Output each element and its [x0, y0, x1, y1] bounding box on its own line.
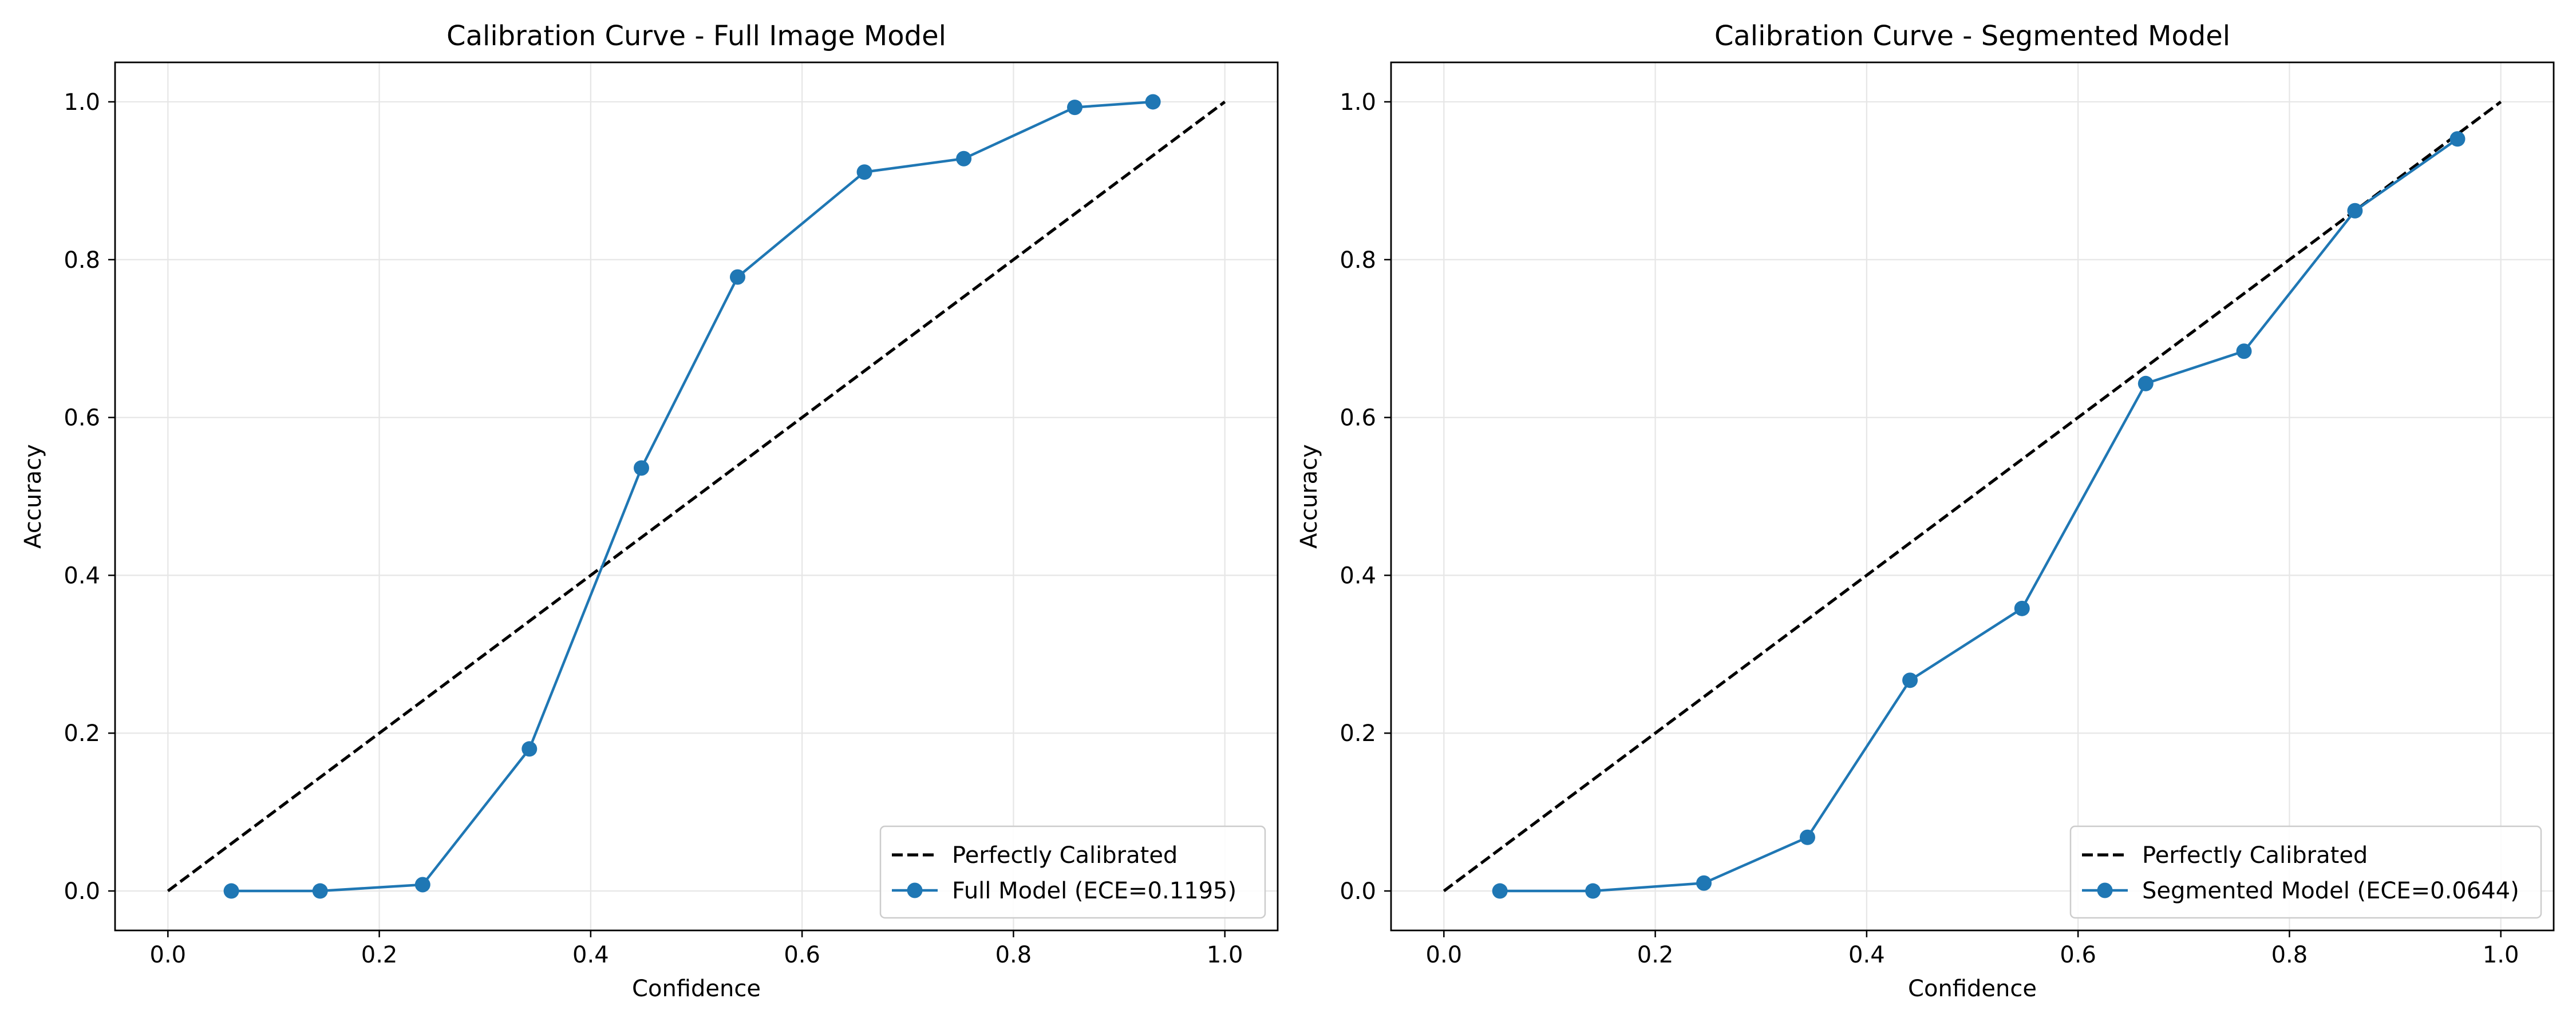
x-tick-label: 0.2 — [361, 942, 398, 968]
calibration-point — [2138, 375, 2154, 391]
legend-marker — [2097, 882, 2113, 898]
legend-marker — [907, 882, 923, 898]
y-tick-label: 0.0 — [1340, 878, 1376, 905]
x-tick-label: 1.0 — [2483, 942, 2519, 968]
calibration-point — [730, 269, 746, 285]
x-tick-label: 1.0 — [1207, 942, 1243, 968]
plot-frame — [114, 61, 1279, 932]
legend-label: Perfectly Calibrated — [952, 842, 1178, 869]
y-axis-label: Accuracy — [20, 444, 46, 549]
calibration-point — [856, 164, 872, 180]
x-tick-label: 0.6 — [2060, 942, 2096, 968]
x-tick-label: 0.8 — [2271, 942, 2308, 968]
calibration-point — [2449, 131, 2466, 147]
y-tick-label: 0.8 — [64, 247, 100, 274]
chart-title: Calibration Curve - Full Image Model — [447, 20, 946, 52]
perfect-calibration-line — [1443, 100, 2502, 893]
x-tick-label: 0.8 — [995, 942, 1032, 968]
calibration-point — [1902, 672, 1918, 688]
y-tick-label: 0.8 — [1340, 247, 1376, 274]
x-tick-label: 0.0 — [150, 942, 187, 968]
calibration-point — [956, 150, 972, 167]
legend-label: Full Model (ECE=0.1195) — [952, 878, 1236, 904]
legend-box — [879, 825, 1266, 919]
calibration-point — [1696, 875, 1712, 891]
calibration-point — [312, 883, 328, 899]
calibration-point — [521, 741, 538, 757]
chart-title: Calibration Curve - Segmented Model — [1714, 20, 2230, 52]
calibration-point — [633, 460, 649, 476]
y-tick-label: 0.4 — [1340, 562, 1376, 589]
chart-panel-2: 0.0 0.2 0.4 0.6 0.8 1.0 0.0 0.2 0.4 0.6 0.8 1.0 Cali… — [1296, 20, 2555, 1002]
x-axis-label: Confidence — [1908, 976, 2037, 1002]
y-axis-label: Accuracy — [1296, 444, 1322, 549]
perfect-calibration-line — [167, 100, 1226, 893]
legend-box — [2069, 825, 2542, 919]
calibration-point — [1145, 94, 1161, 110]
y-tick-label: 0.6 — [64, 405, 100, 431]
calibration-point — [2347, 203, 2363, 219]
calibration-point — [2014, 600, 2030, 616]
y-tick-label: 1.0 — [64, 89, 100, 116]
y-tick-label: 0.0 — [64, 878, 100, 905]
calibration-point — [2236, 343, 2252, 359]
legend: Perfectly Calibrated Segmented Model (ECE… — [2069, 825, 2542, 919]
calibration-point — [1066, 100, 1082, 116]
x-axis-label: Confidence — [632, 976, 761, 1002]
model-calibration-line — [1500, 137, 2459, 893]
calibration-point — [223, 883, 239, 899]
x-tick-label: 0.0 — [1426, 942, 1463, 968]
plot-frame — [1390, 61, 2555, 932]
calibration-point — [1585, 883, 1601, 899]
model-calibration-line — [231, 100, 1153, 893]
y-tick-label: 0.2 — [64, 720, 100, 747]
y-tick-label: 1.0 — [1340, 89, 1376, 116]
calibration-point — [1492, 883, 1508, 899]
y-tick-label: 0.6 — [1340, 405, 1376, 431]
x-tick-label: 0.2 — [1637, 942, 1674, 968]
legend: Perfectly Calibrated Full Model (ECE=0.11… — [879, 825, 1266, 919]
x-tick-label: 0.4 — [572, 942, 609, 968]
calibration-point — [1799, 829, 1815, 845]
legend-label: Perfectly Calibrated — [2142, 842, 2368, 869]
x-tick-label: 0.4 — [1848, 942, 1885, 968]
calibration-point — [414, 877, 430, 893]
y-tick-label: 0.2 — [1340, 720, 1376, 747]
chart-panel-1: 0.0 0.2 0.4 0.6 0.8 1.0 0.0 0.2 0.4 0.6 0.8 1.0 Cali… — [20, 20, 1279, 1002]
y-tick-label: 0.4 — [64, 562, 100, 589]
legend-label: Segmented Model (ECE=0.0644) — [2142, 878, 2519, 904]
x-tick-label: 0.6 — [784, 942, 820, 968]
